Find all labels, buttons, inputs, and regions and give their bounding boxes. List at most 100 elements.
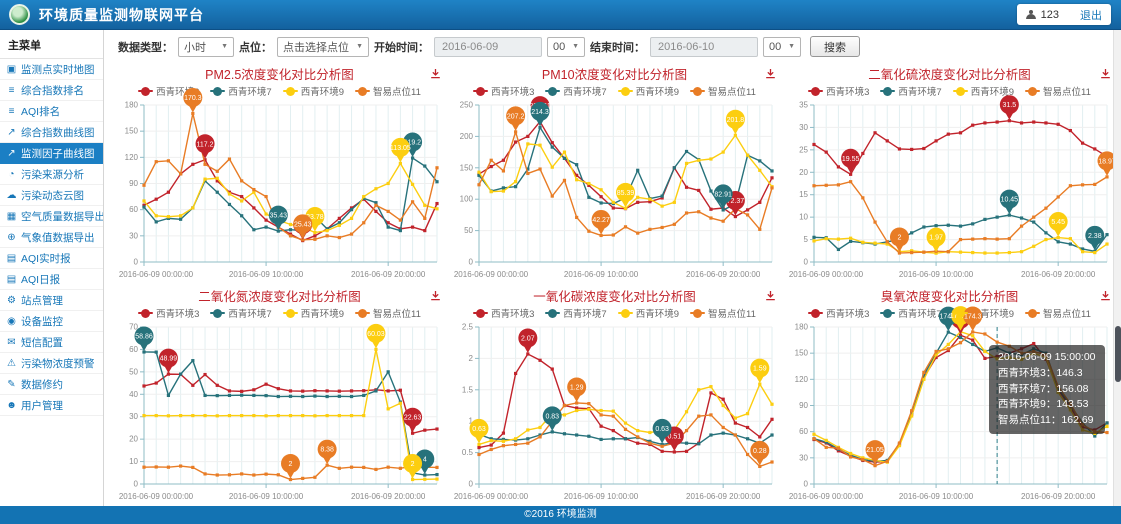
end-date-input[interactable]: 2016-06-10: [650, 36, 758, 57]
pie-icon: ◔: [8, 168, 15, 180]
sidebar-item-user-mgmt[interactable]: ☻ 用户管理: [0, 395, 103, 416]
sidebar-item-concentration-alert[interactable]: ⚠ 污染物浓度预警: [0, 353, 103, 374]
sidebar-item-weather-export[interactable]: ⊕ 气象值数据导出: [0, 227, 103, 248]
sidebar-item-device-monitor[interactable]: ◉ 设备监控: [0, 311, 103, 332]
search-button[interactable]: 搜索: [810, 36, 860, 57]
svg-text:60: 60: [799, 427, 808, 436]
sidebar-item-realtime-map[interactable]: ▣ 监测点实时地图: [0, 59, 103, 80]
start-hour-value: 00: [553, 40, 566, 53]
svg-text:31.5: 31.5: [1003, 102, 1017, 109]
legend-item[interactable]: 智易点位11: [355, 84, 421, 98]
vertical-scrollbar[interactable]: [1113, 30, 1121, 506]
chart-title: 臭氧浓度变化对比分析图: [880, 290, 1019, 304]
svg-text:25: 25: [799, 145, 808, 154]
download-icon[interactable]: [430, 68, 441, 79]
legend-item[interactable]: 西青环境3: [808, 306, 869, 320]
charts-grid: PM2.5浓度变化对比分析图 西青环境3 西青环境7 西青环境9 智易点位11 0 30 60…: [104, 61, 1121, 505]
svg-text:2: 2: [411, 461, 415, 468]
svg-text:120: 120: [795, 375, 809, 384]
legend-item[interactable]: 智易点位11: [690, 84, 756, 98]
chart-pm25: PM2.5浓度变化对比分析图 西青环境3 西青环境7 西青环境9 智易点位11 0 30 60…: [114, 61, 445, 283]
legend-item[interactable]: 西青环境7: [880, 306, 942, 320]
sidebar-item-pollution-source[interactable]: ◔ 污染来源分析: [0, 164, 103, 185]
legend-item[interactable]: 西青环境3: [138, 84, 199, 98]
legend-item[interactable]: 智易点位11: [1025, 306, 1091, 320]
legend-item[interactable]: 西青环境3: [808, 84, 869, 98]
legend-label: 智易点位11: [708, 309, 756, 320]
start-hour-select[interactable]: 00 ▼: [547, 36, 585, 57]
legend-item[interactable]: 智易点位11: [690, 306, 756, 320]
start-date-input[interactable]: 2016-06-09: [434, 36, 542, 57]
svg-text:117.2: 117.2: [197, 141, 214, 148]
download-icon[interactable]: [1100, 290, 1111, 301]
legend-item[interactable]: 西青环境7: [210, 306, 272, 320]
svg-text:25.43: 25.43: [294, 221, 312, 228]
legend-label: 西青环境7: [563, 87, 607, 98]
svg-text:0: 0: [804, 480, 809, 489]
legend-item[interactable]: 智易点位11: [1025, 84, 1091, 98]
legend-item[interactable]: 西青环境9: [617, 84, 679, 98]
legend-item[interactable]: 西青环境9: [952, 306, 1014, 320]
sidebar-item-station-mgmt[interactable]: ⚙ 站点管理: [0, 290, 103, 311]
sidebar-item-aqi-ranking[interactable]: ≡ AQI排名: [0, 101, 103, 122]
legend-item[interactable]: 西青环境7: [545, 84, 607, 98]
legend-item[interactable]: 西青环境7: [210, 84, 272, 98]
chevron-down-icon: ▼: [788, 43, 795, 50]
sidebar-item-air-data-export[interactable]: ▦ 空气质量数据导出: [0, 206, 103, 227]
legend-item[interactable]: 西青环境9: [617, 306, 679, 320]
svg-text:0.5: 0.5: [462, 448, 474, 457]
legend-item[interactable]: 西青环境3: [138, 306, 199, 320]
sidebar-menu: ▣ 监测点实时地图 ≡ 综合指数排名 ≡ AQI排名 ↗ 综合指数曲线图 ↗ 监测因子曲线图 ◔ 污染…: [0, 59, 103, 416]
svg-text:40: 40: [129, 390, 138, 399]
legend-item[interactable]: 西青环境7: [545, 306, 607, 320]
download-icon[interactable]: [765, 290, 776, 301]
download-icon[interactable]: [765, 68, 776, 79]
sidebar-item-index-ranking[interactable]: ≡ 综合指数排名: [0, 80, 103, 101]
site-select[interactable]: 点击选择点位 ▼: [277, 36, 369, 57]
legend-marker-icon: [952, 308, 968, 318]
download-icon[interactable]: [430, 290, 441, 301]
svg-text:10: 10: [129, 457, 138, 466]
sidebar-item-index-curve[interactable]: ↗ 综合指数曲线图: [0, 122, 103, 143]
sidebar-item-pollution-cloud[interactable]: ☁ 污染动态云图: [0, 185, 103, 206]
sidebar-item-aqi-daily[interactable]: ▤ AQI日报: [0, 269, 103, 290]
sidebar-item-data-rounding[interactable]: ✎ 数据修约: [0, 374, 103, 395]
sidebar-item-factor-curve[interactable]: ↗ 监测因子曲线图: [0, 143, 103, 164]
legend-item[interactable]: 西青环境3: [473, 306, 534, 320]
svg-text:2016-06-09 20:00:00: 2016-06-09 20:00:00: [686, 270, 761, 279]
svg-text:170.3: 170.3: [184, 95, 202, 102]
svg-text:20: 20: [799, 168, 808, 177]
chart-plot[interactable]: 0 5 10 15 20 25 30 35 2016-06-09 00:00:00 2016-06…: [784, 95, 1117, 284]
cloud-icon: ☁: [6, 189, 17, 201]
chart-legend: 西青环境3 西青环境7 西青环境9 智易点位11: [449, 84, 780, 98]
legend-item[interactable]: 西青环境9: [282, 84, 344, 98]
chart-plot[interactable]: 0 50 100 150 200 250 2016-06-09 00:00:00 2016-0…: [449, 96, 780, 284]
sidebar-item-aqi-realtime[interactable]: ▤ AQI实时报: [0, 248, 103, 269]
chart-plot[interactable]: 0 30 60 90 120 150 180 2016-06-09 00:00:00 2016-…: [114, 87, 445, 284]
sidebar-item-sms-config[interactable]: ✉ 短信配置: [0, 332, 103, 353]
scrollbar-thumb[interactable]: [1115, 326, 1121, 382]
chart-legend: 西青环境3 西青环境7 西青环境9 智易点位11: [784, 84, 1115, 98]
data-type-value: 小时: [184, 41, 206, 54]
end-hour-select[interactable]: 00 ▼: [763, 36, 801, 57]
logout-link[interactable]: 退出: [1080, 9, 1102, 22]
chart-plot[interactable]: 0 10 20 30 40 50 60 70 2016-06-09 00:00:00 2016-0…: [114, 321, 445, 506]
svg-text:119.2: 119.2: [404, 140, 421, 147]
svg-text:180: 180: [125, 101, 139, 110]
legend-item[interactable]: 西青环境9: [952, 84, 1014, 98]
legend-marker-icon: [138, 86, 154, 96]
svg-text:150: 150: [125, 127, 139, 136]
legend-label: 西青环境9: [970, 87, 1014, 98]
legend-item[interactable]: 西青环境3: [473, 84, 534, 98]
svg-text:2016-06-09 20:00:00: 2016-06-09 20:00:00: [351, 270, 426, 279]
data-type-select[interactable]: 小时 ▼: [178, 36, 234, 57]
app-header: 环境质量监测物联网平台 123 退出: [0, 0, 1121, 30]
svg-text:82.91: 82.91: [714, 191, 732, 198]
legend-item[interactable]: 西青环境9: [282, 306, 344, 320]
legend-label: 西青环境9: [300, 309, 344, 320]
legend-item[interactable]: 西青环境7: [880, 84, 942, 98]
download-icon[interactable]: [1100, 68, 1111, 79]
svg-text:201.8: 201.8: [727, 117, 745, 124]
legend-item[interactable]: 智易点位11: [355, 306, 421, 320]
